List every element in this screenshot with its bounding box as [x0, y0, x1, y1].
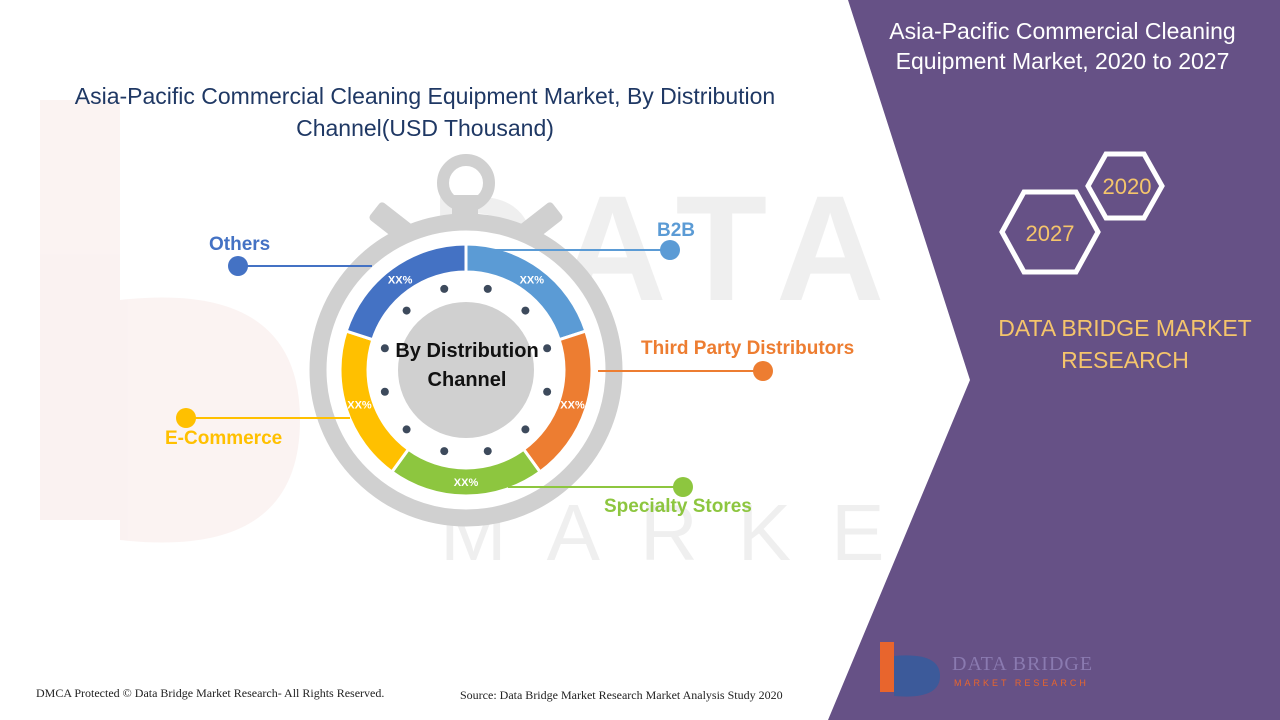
- legend-label-b2b: B2B: [657, 220, 696, 241]
- tick-dot: [440, 447, 449, 456]
- donut-slices: XX% XX% XX% XX% XX%: [338, 242, 594, 498]
- logo: DATA BRIDGE MARKET RESEARCH: [880, 642, 1093, 697]
- slice-label-others: XX%: [388, 274, 413, 286]
- tick-dot: [402, 425, 411, 434]
- center-label-line2: Channel: [428, 369, 507, 391]
- tick-dot: [483, 447, 492, 456]
- logo-text-line1: DATA BRIDGE: [952, 653, 1093, 675]
- year-start: 2020: [1103, 174, 1152, 199]
- year-end: 2027: [1026, 221, 1075, 246]
- legend-label-ecommerce: E-Commerce: [165, 428, 283, 449]
- slice-label-b2b: XX%: [520, 274, 545, 286]
- tick-dot: [521, 306, 530, 315]
- year-hexagons: [999, 151, 1165, 275]
- hexagon-2027: [999, 189, 1101, 275]
- logo-mark-bowl: [894, 655, 940, 697]
- marker-ecommerce: [176, 408, 196, 428]
- right-panel: [828, 0, 1280, 720]
- brand-name: DATA BRIDGE MARKET RESEARCH: [998, 315, 1252, 373]
- donut-slice-others: [344, 242, 468, 342]
- slice-label-third-party-distributors: XX%: [560, 400, 585, 412]
- marker-others: [228, 256, 248, 276]
- tick-dot: [402, 306, 411, 315]
- center-label-line1: By Distribution: [395, 340, 538, 362]
- tick-dot: [543, 344, 552, 353]
- tick-dot: [543, 387, 552, 396]
- legend-label-specialty: Specialty Stores: [604, 496, 752, 517]
- marker-specialty: [673, 477, 693, 497]
- hexagon-2020: [1085, 151, 1165, 221]
- logo-mark: [880, 642, 894, 692]
- slice-label-specialty-stores: XX%: [454, 477, 479, 489]
- marker-third-party: [753, 361, 773, 381]
- tick-dot: [521, 425, 530, 434]
- legend-label-third-party: Third Party Distributors: [641, 338, 855, 359]
- chart-title: Asia-Pacific Commercial Cleaning Equipme…: [74, 83, 776, 141]
- tick-dot: [380, 387, 389, 396]
- footer-source: Source: Data Bridge Market Research Mark…: [460, 688, 783, 702]
- marker-b2b: [660, 240, 680, 260]
- slice-label-e-commerce: XX%: [347, 400, 372, 412]
- panel-title: Asia-Pacific Commercial Cleaning Equipme…: [889, 18, 1236, 74]
- inner-dots: [380, 284, 552, 456]
- footer-copyright: DMCA Protected © Data Bridge Market Rese…: [36, 686, 385, 700]
- callouts: [176, 240, 773, 497]
- legend-label-others: Others: [209, 234, 271, 255]
- tick-dot: [380, 344, 389, 353]
- logo-text-line2: MARKET RESEARCH: [954, 678, 1089, 688]
- tick-dot: [483, 284, 492, 293]
- tick-dot: [440, 284, 449, 293]
